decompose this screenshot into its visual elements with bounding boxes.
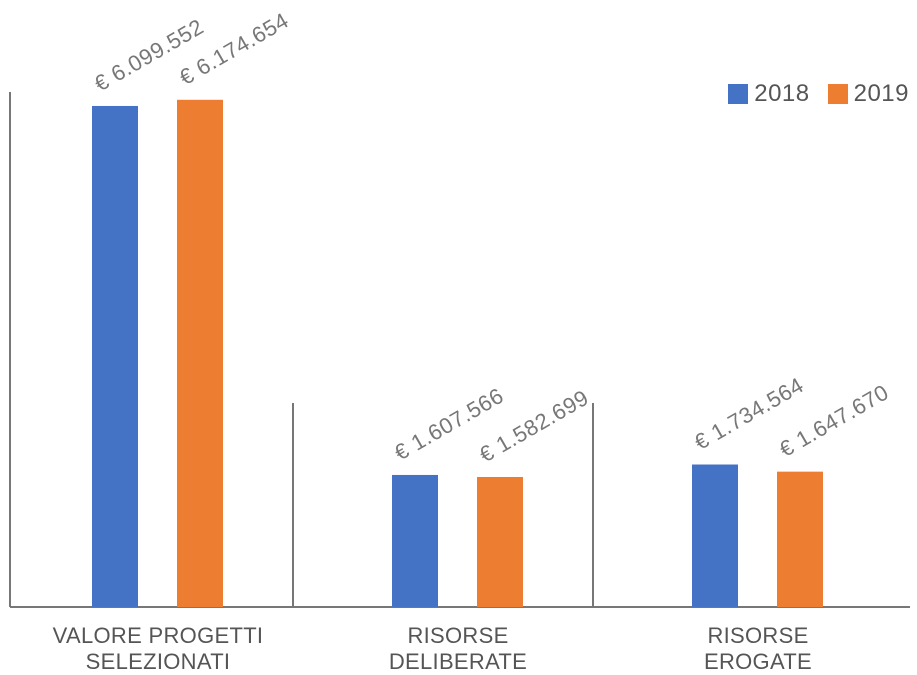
legend-swatch-2018 bbox=[728, 84, 749, 104]
category-label-1-line-1: DELIBERATE bbox=[389, 649, 527, 674]
bar-2018-2 bbox=[692, 464, 738, 607]
legend-swatch-2019 bbox=[827, 84, 848, 104]
bar-2018-0 bbox=[92, 105, 138, 608]
bar-2019-0 bbox=[177, 99, 223, 608]
category-label-0-line-0: VALORE PROGETTI bbox=[53, 623, 264, 648]
legend-item-2018: 2018 bbox=[728, 80, 809, 108]
bar-2019-2 bbox=[777, 471, 823, 607]
bar-2018-1 bbox=[392, 474, 438, 607]
legend-item-2019: 2019 bbox=[827, 80, 909, 108]
legend: 2018 2019 bbox=[728, 80, 909, 108]
legend-label-2019: 2019 bbox=[853, 80, 909, 107]
category-label-2-line-1: EROGATE bbox=[704, 649, 812, 674]
legend-label-2018: 2018 bbox=[754, 80, 810, 107]
category-label-0-line-1: SELEZIONATI bbox=[86, 649, 231, 674]
category-label-1-line-0: RISORSE bbox=[407, 623, 508, 648]
bar-2019-1 bbox=[477, 476, 523, 607]
category-label-2-line-0: RISORSE bbox=[707, 623, 808, 648]
